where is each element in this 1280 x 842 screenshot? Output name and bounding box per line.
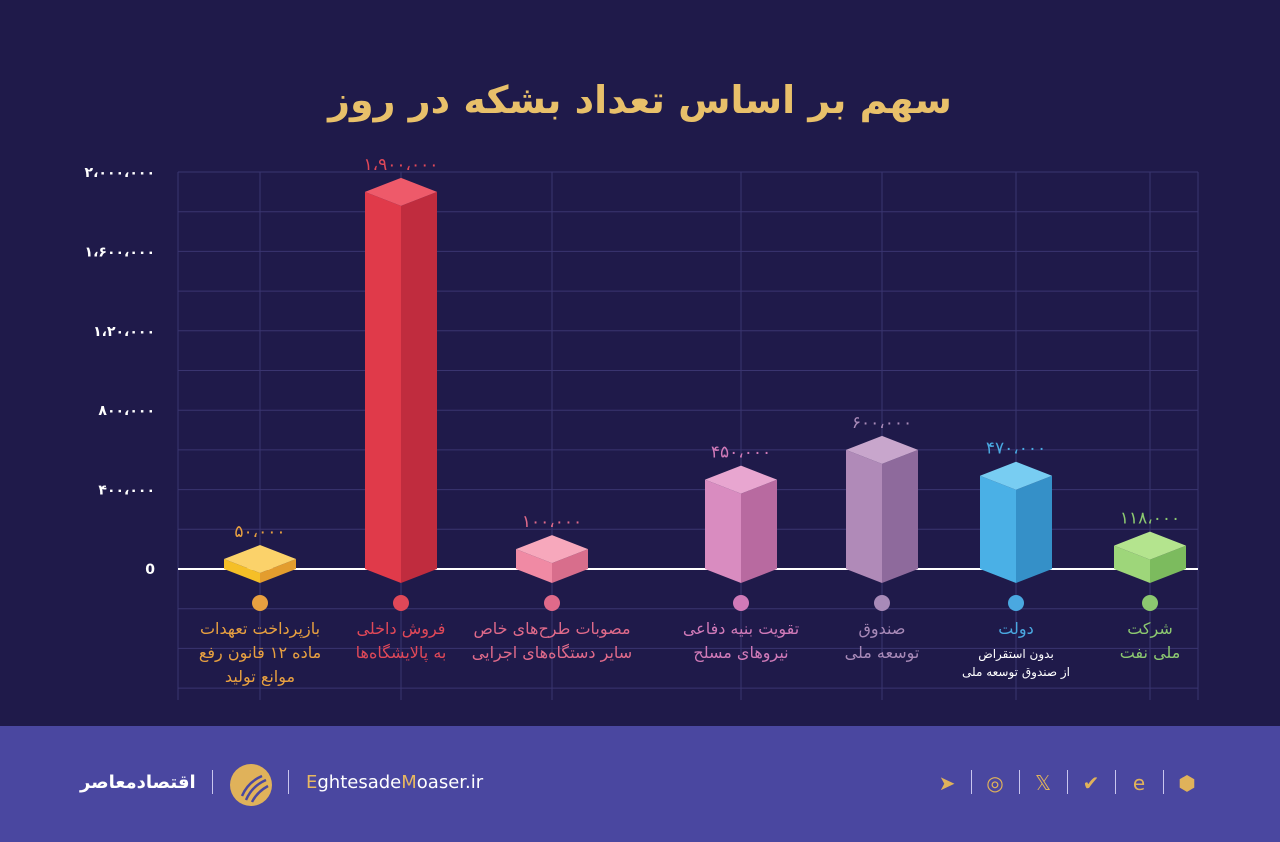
bar-top-face — [1114, 531, 1186, 560]
y-tick-label: ۱،۶۰۰،۰۰۰ — [85, 244, 155, 260]
bar-left-face — [516, 549, 552, 583]
bar-top-face — [224, 545, 296, 573]
category-note: از صندوق توسعه ملی — [962, 665, 1070, 680]
site-m: M — [401, 772, 417, 793]
y-tick-label: 0 — [145, 562, 155, 578]
bar-left-face — [365, 191, 401, 583]
divider — [971, 770, 972, 794]
bar-right-face — [882, 449, 918, 583]
site-e: E — [306, 772, 318, 793]
divider — [212, 770, 213, 794]
data-label: ۱۰۰،۰۰۰ — [522, 512, 582, 532]
data-label: ۴۷۰،۰۰۰ — [986, 439, 1046, 459]
bar-top-face — [705, 465, 777, 494]
eitaa-icon[interactable]: ✔ — [1082, 771, 1100, 795]
bar-left-face — [1114, 545, 1150, 583]
rubika-icon[interactable]: ⬢ — [1178, 771, 1196, 795]
bar-left-face — [705, 479, 741, 583]
bar-left-face — [980, 475, 1016, 583]
divider — [1163, 770, 1164, 794]
category-label: فروش داخلی — [357, 619, 446, 639]
divider — [1115, 770, 1116, 794]
category-label: صندوق — [859, 619, 906, 639]
data-label: ۴۵۰،۰۰۰ — [711, 443, 771, 463]
category-label: تقویت بنیه دفاعی — [683, 619, 799, 639]
category-dot — [733, 595, 749, 611]
data-label: ۵۰،۰۰۰ — [234, 522, 285, 542]
category-label: بازپرداخت تعهدات — [200, 619, 320, 639]
category-dot — [1008, 595, 1024, 611]
y-tick-label: ۱،۲۰،۰۰۰ — [93, 324, 155, 340]
x-icon[interactable]: 𝕏 — [1034, 771, 1052, 795]
category-label: نیروهای مسلح — [693, 643, 788, 663]
divider — [1019, 770, 1020, 794]
category-label: ماده ۱۲ قانون رفع — [199, 643, 321, 663]
divider — [288, 770, 289, 794]
category-note: بدون استقراض — [978, 647, 1054, 662]
bar-right-face — [552, 549, 588, 583]
data-label: ۱۱۸،۰۰۰ — [1120, 509, 1180, 529]
category-label: موانع تولید — [225, 667, 295, 687]
category-dot — [874, 595, 890, 611]
category-label: شرکت — [1127, 619, 1173, 639]
data-label: ۶۰۰،۰۰۰ — [852, 413, 912, 433]
telegram-icon[interactable]: ➤ — [938, 771, 956, 795]
category-label: دولت — [998, 619, 1033, 639]
bar-top-face — [516, 535, 588, 564]
category-label: سایر دستگاه‌های اجرایی — [472, 643, 632, 663]
bar-right-face — [260, 559, 296, 583]
data-label: ۱،۹۰۰،۰۰۰ — [364, 155, 439, 175]
category-label: توسعه ملی — [845, 643, 920, 663]
bar-chart: 0 ۴۰۰،۰۰۰ ۸۰۰،۰۰۰ ۱،۲۰،۰۰۰ ۱،۶۰۰،۰۰۰ ۲،۰۰۰،۰۰… — [85, 155, 1199, 700]
bar-top-face — [846, 435, 918, 464]
category-dot — [544, 595, 560, 611]
logo-icon — [230, 764, 272, 806]
bar-left-face — [846, 449, 882, 583]
footer: اقتصادمعاصر EghtesadeMoaser.ir ➤ ◎ 𝕏 ✔ e ⬢ — [0, 726, 1280, 842]
bar-right-face — [1150, 545, 1186, 583]
chart-title: سهم بر اساس تعداد بشکه در روز — [328, 78, 952, 122]
category-label: ملی نفت — [1120, 643, 1181, 662]
site-end: oaser.ir — [416, 772, 484, 793]
bar-right-face — [1016, 475, 1052, 583]
category-dot — [1142, 595, 1158, 611]
bar-left-face — [224, 559, 260, 583]
brand-name: اقتصادمعاصر — [80, 772, 196, 793]
e-icon[interactable]: e — [1132, 771, 1146, 795]
category-label: مصوبات طرح‌های خاص — [473, 619, 630, 639]
divider — [1067, 770, 1068, 794]
site-mid: ghtesade — [317, 772, 402, 793]
instagram-icon[interactable]: ◎ — [986, 771, 1004, 795]
website-link[interactable]: EghtesadeMoaser.ir — [306, 772, 483, 793]
category-dot — [393, 595, 409, 611]
bar-right-face — [401, 191, 437, 583]
category-label: به پالایشگاه‌ها — [356, 643, 447, 663]
bar-top-face — [365, 177, 437, 206]
bar-right-face — [741, 479, 777, 583]
y-tick-label: ۸۰۰،۰۰۰ — [98, 403, 155, 419]
y-tick-label: ۴۰۰،۰۰۰ — [98, 483, 155, 499]
category-dot — [252, 595, 268, 611]
y-tick-label: ۲،۰۰۰،۰۰۰ — [85, 165, 155, 181]
bar-top-face — [980, 461, 1052, 490]
